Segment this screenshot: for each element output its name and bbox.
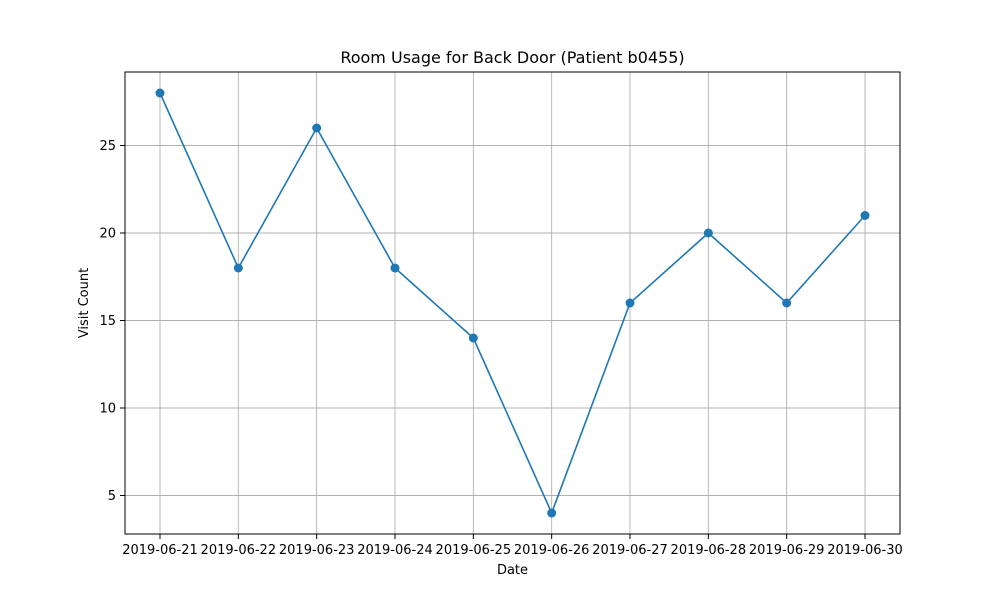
data-point xyxy=(625,298,635,308)
data-point xyxy=(782,298,792,308)
x-tick-label: 2019-06-24 xyxy=(357,543,433,558)
data-point xyxy=(468,333,478,343)
y-tick-label: 5 xyxy=(108,489,116,504)
y-tick-label: 25 xyxy=(99,139,116,154)
data-point xyxy=(155,88,165,98)
x-tick-label: 2019-06-30 xyxy=(827,543,903,558)
data-point xyxy=(390,263,400,273)
chart-title: Room Usage for Back Door (Patient b0455) xyxy=(340,48,684,67)
x-tick-label: 2019-06-22 xyxy=(201,543,277,558)
data-point xyxy=(547,508,557,518)
x-axis-ticks: 2019-06-21 2019-06-22 2019-06-23 2019-06-24… xyxy=(122,534,903,558)
y-axis-title: Visit Count xyxy=(77,268,92,338)
data-point xyxy=(860,211,870,220)
data-points xyxy=(155,88,870,518)
y-tick-label: 10 xyxy=(99,402,116,417)
data-point xyxy=(312,123,322,133)
x-tick-label: 2019-06-29 xyxy=(749,543,825,558)
x-tick-label: 2019-06-27 xyxy=(592,543,668,558)
series-line xyxy=(159,92,866,516)
x-tick-label: 2019-06-23 xyxy=(279,543,355,558)
x-tick-label: 2019-06-28 xyxy=(671,543,747,558)
y-tick-label: 15 xyxy=(99,314,116,329)
data-point xyxy=(703,228,713,238)
x-tick-label: 2019-06-26 xyxy=(514,543,590,558)
y-axis-ticks: 5 10 15 20 25 xyxy=(99,139,125,504)
x-tick-label: 2019-06-25 xyxy=(436,543,512,558)
x-tick-label: 2019-06-21 xyxy=(122,543,198,558)
data-point xyxy=(233,263,243,273)
y-tick-label: 20 xyxy=(99,227,116,242)
grid xyxy=(125,72,900,534)
x-axis-title: Date xyxy=(497,563,528,578)
plot-area-frame xyxy=(124,71,901,535)
